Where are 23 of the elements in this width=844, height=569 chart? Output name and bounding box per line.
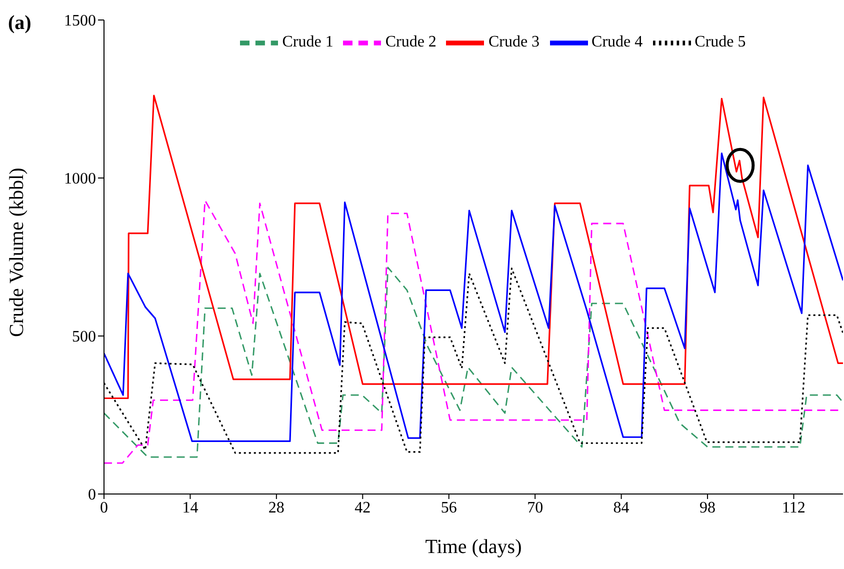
- line-series: [104, 94, 843, 400]
- y-tick-label: 500: [72, 328, 96, 346]
- line-series: [104, 152, 843, 442]
- x-tick-label: 28: [268, 499, 284, 516]
- x-tick-label: 112: [782, 499, 806, 516]
- legend-label: Crude 1: [282, 34, 334, 51]
- legend-label: Crude 2: [385, 34, 436, 51]
- x-axis-title: Time (days): [425, 536, 522, 558]
- x-tick-label: 98: [700, 499, 716, 516]
- x-tick-label: 14: [182, 499, 198, 516]
- y-tick-label: 0: [88, 486, 96, 504]
- y-tick-label: 1500: [64, 12, 96, 30]
- x-tick-label: 56: [440, 499, 457, 516]
- legend-label: Crude 5: [694, 34, 746, 51]
- x-tick-label: 70: [527, 499, 544, 516]
- x-tick-label: 42: [354, 499, 371, 516]
- x-tick-label: 0: [100, 499, 108, 516]
- y-tick-label: 1000: [64, 170, 96, 188]
- y-axis-title: Crude Volume (kbbl): [6, 168, 28, 337]
- x-tick-label: 84: [613, 499, 630, 516]
- text: (a): [8, 12, 32, 35]
- legend-label: Crude 4: [592, 34, 643, 51]
- legend-label: Crude 3: [488, 34, 540, 51]
